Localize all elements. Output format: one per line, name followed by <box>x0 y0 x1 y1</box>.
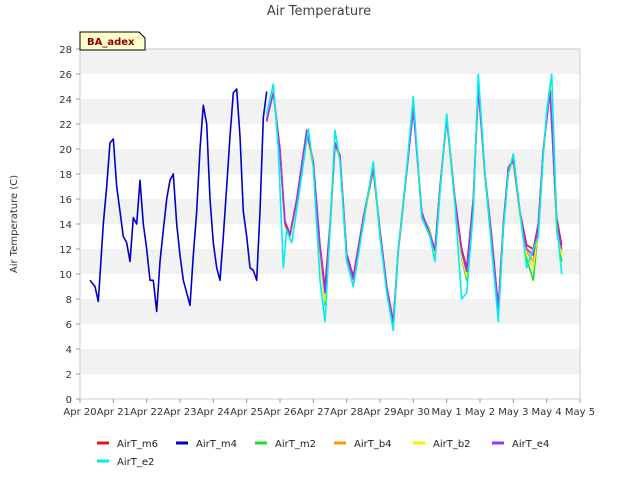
x-tick-label: Apr 28 <box>330 407 363 418</box>
x-tick-label: May 5 <box>565 407 595 418</box>
y-tick-label: 18 <box>59 170 72 181</box>
grid-band <box>80 374 580 399</box>
x-tick-label: Apr 30 <box>397 407 430 418</box>
x-tick-label: Apr 22 <box>130 407 163 418</box>
y-tick-label: 20 <box>59 145 72 156</box>
y-tick-label: 16 <box>59 195 72 206</box>
y-axis-title: Air Temperature (C) <box>9 175 20 273</box>
y-tick-label: 6 <box>66 320 72 331</box>
grid-band <box>80 149 580 174</box>
grid-band <box>80 249 580 274</box>
site-badge: BA_adex <box>79 31 146 51</box>
grid-band <box>80 99 580 124</box>
grid-band <box>80 124 580 149</box>
x-tick-label: Apr 21 <box>97 407 130 418</box>
x-tick-label: Apr 26 <box>263 407 296 418</box>
x-tick-label: Apr 23 <box>163 407 196 418</box>
x-axis: Apr 20 Apr 21 Apr 22 Apr 23 Apr 24 Apr 25 Apr … <box>63 399 595 418</box>
y-tick-label: 24 <box>59 95 72 106</box>
x-tick-label: May 1 <box>432 407 462 418</box>
legend-label: AirT_b2 <box>433 439 471 450</box>
legend-label: AirT_m4 <box>196 439 237 450</box>
grid-band <box>80 49 580 74</box>
legend-label: AirT_m6 <box>117 439 158 450</box>
y-tick-label: 12 <box>59 245 72 256</box>
x-tick-label: May 3 <box>498 407 528 418</box>
legend-label: AirT_m2 <box>275 439 316 450</box>
legend: AirT_m6 AirT_m4 AirT_m2 AirT_b4 AirT_b2 AirT_… <box>97 439 549 468</box>
x-tick-label: Apr 20 <box>63 407 96 418</box>
x-tick-label: Apr 24 <box>197 407 230 418</box>
y-tick-label: 0 <box>66 395 72 406</box>
series-line-airt-m4 <box>89 88 268 313</box>
legend-label: AirT_e4 <box>512 439 549 450</box>
y-tick-label: 10 <box>59 270 72 281</box>
x-tick-label: May 2 <box>465 407 495 418</box>
y-tick-label: 2 <box>66 370 72 381</box>
chart-title: Air Temperature <box>267 4 371 19</box>
legend-label: AirT_e2 <box>117 457 154 468</box>
y-tick-label: 22 <box>59 120 72 131</box>
y-tick-label: 26 <box>59 70 72 81</box>
x-tick-label: Apr 27 <box>297 407 330 418</box>
series-lines <box>89 73 563 332</box>
legend-label: AirT_b4 <box>354 439 392 450</box>
grid-band <box>80 349 580 374</box>
y-tick-label: 4 <box>66 345 72 356</box>
y-tick-label: 28 <box>59 45 72 56</box>
x-tick-label: May 4 <box>532 407 562 418</box>
grid-band <box>80 74 580 99</box>
x-tick-label: Apr 29 <box>363 407 396 418</box>
y-tick-label: 8 <box>66 295 72 306</box>
x-tick-label: Apr 25 <box>230 407 263 418</box>
series-line-airt-e2 <box>265 73 563 332</box>
site-badge-shape <box>79 31 146 51</box>
grid-band <box>80 324 580 349</box>
grid-band <box>80 174 580 199</box>
site-badge-label: BA_adex <box>87 37 135 48</box>
y-tick-label: 14 <box>59 220 72 231</box>
